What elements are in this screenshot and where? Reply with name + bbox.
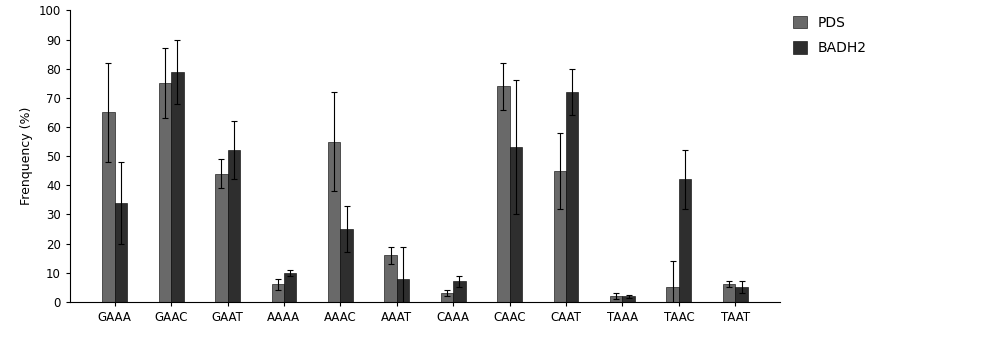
Bar [340, 229, 353, 302]
Bar [723, 285, 735, 302]
Bar [384, 255, 397, 302]
Bar [328, 142, 340, 302]
Bar [554, 171, 566, 302]
Bar [102, 112, 115, 302]
Bar [497, 86, 510, 302]
Bar [228, 150, 240, 302]
Bar [622, 296, 635, 302]
Bar [453, 281, 466, 302]
Bar [735, 287, 748, 302]
Bar [159, 83, 171, 302]
Bar [284, 273, 296, 302]
Bar [666, 287, 679, 302]
Bar [115, 203, 127, 302]
Bar [171, 71, 184, 302]
Bar [610, 296, 622, 302]
Bar [510, 147, 522, 302]
Bar [566, 92, 578, 302]
Bar [397, 279, 409, 302]
Y-axis label: Frenquency (%): Frenquency (%) [20, 107, 33, 205]
Bar [441, 293, 453, 302]
Legend: PDS, BADH2: PDS, BADH2 [787, 10, 872, 61]
Bar [679, 179, 691, 302]
Bar [215, 174, 228, 302]
Bar [272, 285, 284, 302]
